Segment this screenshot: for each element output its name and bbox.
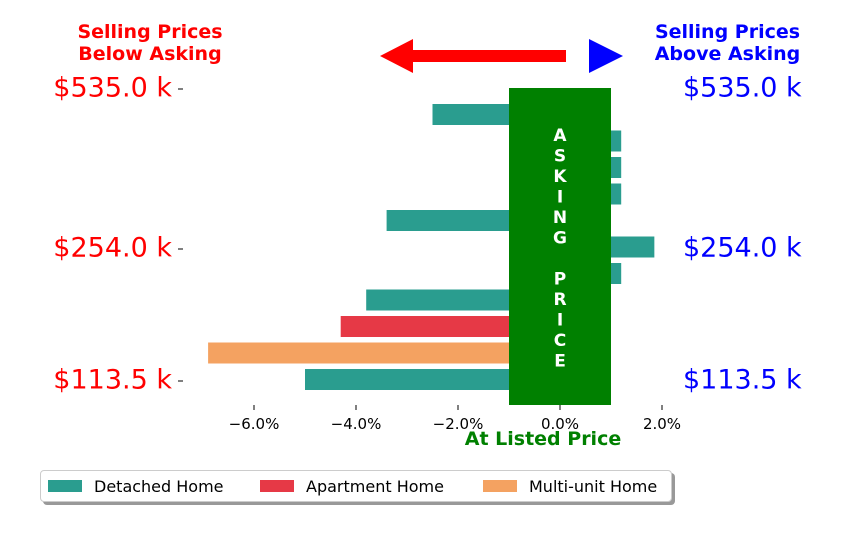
- x-axis: −6.0% −4.0% −2.0% 0.0% 2.0% At Listed Price: [229, 405, 681, 450]
- legend-swatch-detached: [48, 480, 82, 492]
- below-asking-header-line2: Below Asking: [78, 43, 222, 65]
- legend-item-apartment: Apartment Home: [260, 477, 476, 496]
- band-letter: S: [554, 147, 566, 167]
- legend-item-detached: Detached Home: [48, 477, 253, 496]
- band-letter: A: [553, 126, 567, 146]
- bar-multi-unit-home-9: [208, 342, 560, 364]
- y-tick-label-right: $113.5 k: [683, 365, 802, 396]
- above-asking-header-line1: Selling Prices: [654, 21, 801, 43]
- y-tick-label-right: $535.0 k: [683, 73, 802, 104]
- y-tick-label-right: $254.0 k: [683, 233, 802, 264]
- x-axis-label: At Listed Price: [465, 428, 621, 450]
- legend: Detached Home Apartment Home Multi-unit …: [40, 470, 672, 502]
- band-letter: C: [554, 331, 566, 351]
- left-arrow-icon: [380, 39, 566, 73]
- band-letter: I: [557, 188, 563, 208]
- legend-label-apartment: Apartment Home: [306, 476, 444, 496]
- x-tick-label: 0.0%: [541, 415, 579, 433]
- legend-swatch-multiunit: [483, 480, 517, 492]
- below-asking-header: Selling Prices Below Asking: [40, 21, 260, 65]
- band-letter: E: [554, 352, 566, 372]
- above-asking-header-line2: Above Asking: [654, 43, 801, 65]
- below-asking-header-line1: Selling Prices: [77, 21, 223, 43]
- x-tick-label: −2.0%: [433, 415, 484, 433]
- right-arrow-icon: [589, 39, 623, 73]
- y-tick-label-left: $254.0 k: [53, 233, 172, 264]
- band-letter: I: [557, 311, 563, 331]
- x-tick-label: −6.0%: [229, 415, 280, 433]
- band-letter: P: [554, 270, 566, 290]
- above-asking-header: Selling Prices Above Asking: [620, 21, 835, 65]
- band-letter: K: [553, 167, 567, 187]
- legend-item-multiunit: Multi-unit Home: [483, 477, 657, 496]
- legend-label-multiunit: Multi-unit Home: [529, 476, 658, 496]
- y-tick-label-left: $535.0 k: [53, 73, 172, 104]
- x-tick-label: 2.0%: [643, 415, 681, 433]
- bar-apartment-home-8: [340, 316, 560, 337]
- legend-label-detached: Detached Home: [94, 476, 224, 496]
- band-letter: G: [553, 229, 567, 249]
- band-letter: R: [553, 290, 566, 310]
- asking-price-band-rect: [509, 88, 611, 405]
- legend-swatch-apartment: [260, 480, 294, 492]
- y-axis-labels: $535.0 k $535.0 k $254.0 k $254.0 k $113.5 k…: [53, 73, 802, 396]
- x-tick-label: −4.0%: [331, 415, 382, 433]
- direction-arrows: [380, 39, 623, 73]
- bar-detached-home-10: [305, 369, 560, 390]
- y-tick-label-left: $113.5 k: [53, 365, 172, 396]
- band-letter: N: [553, 208, 567, 228]
